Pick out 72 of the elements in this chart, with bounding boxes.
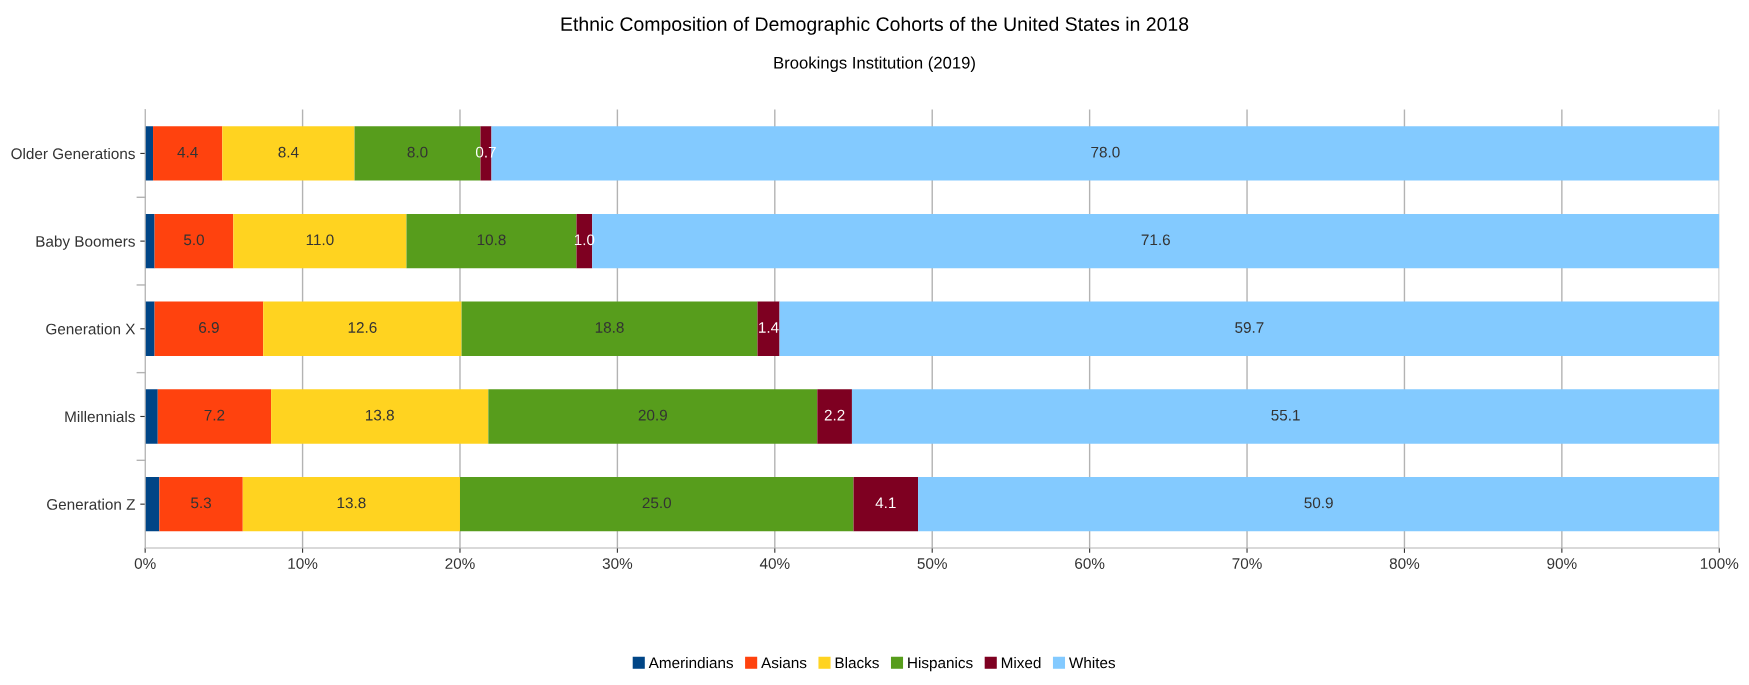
data-label: 25.0: [642, 497, 672, 509]
bar: [145, 476, 160, 532]
data-label: 6.9: [199, 322, 219, 333]
data-label: 20.9: [638, 409, 667, 421]
bar: [851, 389, 1720, 444]
bar: [779, 301, 1720, 356]
x-tick-label: 60%: [1075, 558, 1105, 569]
chart-subtitle: Brookings Institution (2019): [774, 56, 975, 72]
bar: [222, 126, 355, 181]
data-label: 13.8: [366, 409, 394, 421]
x-tick-label: 70%: [1232, 558, 1262, 569]
data-label: 11.0: [306, 234, 334, 246]
x-tick-label: 90%: [1547, 558, 1577, 569]
x-tick-label: 30%: [602, 558, 633, 569]
data-label: 5.3: [191, 497, 211, 509]
x-tick-label: 0%: [134, 558, 156, 569]
data-label: 1.4: [759, 322, 779, 333]
x-tick-label: 20%: [445, 558, 475, 569]
legend-label: Asians: [761, 657, 807, 669]
bar: [154, 301, 264, 356]
data-label: 4.4: [177, 146, 198, 158]
bar: [918, 476, 1720, 532]
data-label: 71.6: [1141, 234, 1170, 246]
bar: [154, 213, 234, 269]
bar: [461, 301, 758, 356]
bar: [757, 301, 780, 356]
legend-label: Blacks: [835, 657, 879, 669]
data-label: 8.4: [278, 146, 299, 158]
bar: [145, 126, 154, 181]
data-label: 12.6: [348, 322, 377, 333]
bar: [157, 389, 272, 444]
bar: [233, 213, 407, 269]
data-label: 55.1: [1271, 409, 1300, 421]
data-label: 13.8: [337, 497, 366, 509]
data-label: 78.0: [1091, 146, 1120, 158]
chart-title: Ethnic Composition of Demographic Cohorts of the United States in 2018: [561, 16, 1189, 35]
y-tick-label: Millennials: [65, 410, 135, 423]
data-label: 50.9: [1304, 497, 1333, 509]
x-tick-label: 80%: [1389, 558, 1420, 569]
data-label: 59.7: [1235, 322, 1264, 333]
x-tick-label: 40%: [759, 558, 790, 569]
bar: [488, 389, 818, 444]
bar: [145, 389, 158, 444]
bar: [406, 213, 577, 269]
legend-label: Mixed: [1001, 657, 1041, 669]
y-tick-label: Baby Boomers: [36, 235, 135, 250]
data-label: 10.8: [477, 234, 506, 246]
legend-label: Amerindians: [648, 657, 734, 669]
bar: [271, 389, 489, 444]
bar: [459, 476, 854, 532]
bar: [263, 301, 462, 356]
y-tick-label: Generation Z: [47, 498, 135, 510]
x-tick-label: 50%: [917, 558, 947, 569]
data-label: 8.0: [407, 146, 428, 158]
data-label: 4.1: [875, 497, 896, 509]
bar: [242, 476, 460, 532]
data-label: 5.0: [183, 234, 204, 246]
legend-label: Whites: [1068, 657, 1116, 669]
legend-label: Hispanics: [908, 657, 973, 672]
data-label: 7.2: [204, 409, 225, 421]
bar: [817, 389, 852, 444]
bar: [853, 476, 919, 532]
bar: [153, 126, 223, 181]
x-tick-label: 100%: [1700, 558, 1739, 569]
bar: [159, 476, 243, 532]
y-tick-label: Generation X: [46, 323, 136, 335]
x-tick-label: 10%: [288, 558, 318, 569]
data-label: 2.2: [824, 409, 845, 421]
bar: [145, 213, 155, 269]
bar: [145, 301, 155, 356]
y-tick-label: Older Generations: [11, 147, 135, 160]
data-label: 18.8: [595, 322, 624, 333]
